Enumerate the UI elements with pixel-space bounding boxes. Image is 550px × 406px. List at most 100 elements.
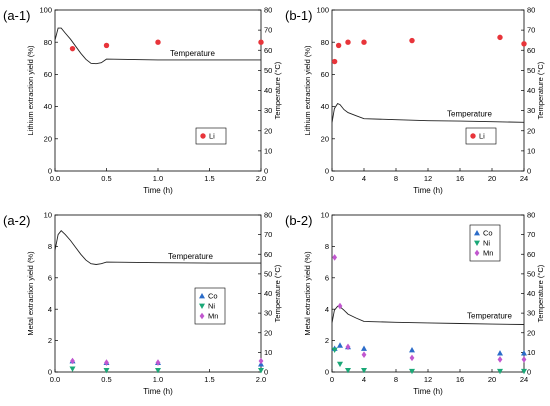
temperature-label: Temperature	[168, 252, 213, 261]
panel-label: (a-1)	[3, 8, 30, 23]
y2-tick-label: 30	[527, 309, 535, 318]
data-point-mn	[104, 359, 109, 366]
y2-tick-label: 10	[527, 146, 535, 155]
data-point-li	[103, 42, 110, 49]
y2-tick-label: 80	[264, 211, 272, 220]
y2-tick-label: 40	[264, 289, 272, 298]
data-point-li	[155, 39, 161, 45]
data-point-mn	[155, 359, 161, 366]
y-tick-label: 10	[44, 211, 52, 220]
temperature-line	[331, 305, 525, 325]
plot-frame	[54, 9, 262, 172]
data-point-ni	[345, 368, 351, 374]
legend-box	[469, 224, 501, 262]
chart-panel-1: (a-1)0.0 0.5 1.0 1.5 2.002040608010001020304…	[3, 6, 282, 195]
y2-tick-label: 80	[264, 6, 272, 15]
data-point-co	[361, 345, 367, 351]
y-tick-label: 4	[325, 305, 329, 314]
y2-tick-label: 0	[264, 167, 268, 176]
data-point-ni	[337, 361, 343, 368]
y2-axis-label: Temperature (°C)	[273, 264, 282, 322]
y2-tick-label: 60	[527, 250, 535, 259]
legend-marker-li	[200, 133, 206, 139]
x-tick-label: 4	[362, 375, 366, 384]
data-point-co	[497, 350, 503, 356]
chart-panel-3: (a-2)0.0 0.5 1.0 1.5 2.002468100102030405060…	[3, 211, 282, 396]
y2-tick-label: 60	[264, 46, 272, 55]
y2-tick-label: 50	[264, 66, 272, 75]
y-axis-label: Lithium extraction yield (%)	[26, 45, 35, 136]
panel-label: (b-2)	[285, 213, 312, 228]
y2-tick-label: 30	[264, 309, 272, 318]
data-point-li	[345, 39, 351, 45]
y-tick-label: 100	[39, 6, 52, 15]
data-point-ni	[361, 368, 367, 374]
x-tick-label: 16	[456, 375, 464, 384]
y-tick-label: 8	[325, 242, 329, 251]
y-tick-label: 2	[325, 336, 329, 345]
y2-tick-label: 80	[527, 211, 535, 220]
y2-tick-label: 20	[264, 126, 272, 135]
y2-tick-label: 20	[527, 328, 535, 337]
legend-marker-co	[199, 293, 205, 299]
temperature-label: Temperature	[467, 312, 512, 321]
y2-tick-label: 70	[527, 26, 535, 35]
y-tick-label: 4	[48, 305, 52, 314]
y-axis-label: Metal extraction yield (%)	[303, 251, 312, 336]
y2-tick-label: 60	[264, 250, 272, 259]
y-tick-label: 0	[48, 167, 52, 176]
legend-box	[194, 287, 226, 325]
y2-axis-label: Temperature (°C)	[273, 61, 282, 119]
x-axis-label: Time (h)	[143, 186, 173, 195]
y2-tick-label: 20	[264, 328, 272, 337]
data-point-mn	[409, 354, 415, 362]
y-tick-label: 10	[321, 211, 329, 220]
data-point-mn	[337, 302, 343, 310]
plot-frame	[331, 9, 525, 172]
legend-box	[465, 127, 497, 145]
y-tick-label: 60	[44, 70, 52, 79]
y2-tick-label: 50	[527, 66, 535, 75]
x-tick-label: 1.5	[204, 375, 214, 384]
data-point-ni	[155, 368, 161, 374]
y-tick-label: 100	[316, 6, 329, 15]
x-tick-label: 0.0	[50, 375, 60, 384]
data-point-mn	[70, 357, 75, 365]
y-tick-label: 20	[44, 134, 52, 143]
data-point-li	[331, 58, 338, 65]
temperature-line	[54, 230, 261, 265]
y2-tick-label: 50	[264, 269, 272, 278]
legend-marker-ni	[474, 240, 480, 246]
legend-marker-co	[474, 230, 480, 236]
y2-tick-label: 30	[264, 106, 272, 115]
x-tick-label: 20	[488, 174, 496, 183]
x-tick-label: 1.0	[153, 375, 163, 384]
x-tick-label: 4	[362, 174, 366, 183]
temperature-line	[54, 27, 261, 65]
data-point-mn	[332, 254, 338, 261]
legend-marker-mn	[199, 312, 205, 320]
panel-label: (b-1)	[285, 8, 312, 23]
x-tick-label: 0.5	[101, 375, 111, 384]
legend-marker-ni	[199, 303, 205, 309]
data-point-mn	[497, 356, 503, 363]
temperature-label: Temperature	[170, 49, 215, 58]
x-tick-label: 20	[488, 375, 496, 384]
x-tick-label: 24	[520, 375, 528, 384]
x-tick-label: 0.0	[50, 174, 60, 183]
y2-axis-label: Temperature (°C)	[536, 61, 545, 119]
y-tick-label: 60	[321, 70, 329, 79]
plot-frame	[54, 214, 262, 373]
y2-tick-label: 50	[527, 269, 535, 278]
y2-tick-label: 0	[264, 368, 268, 377]
x-axis-label: Time (h)	[413, 387, 443, 396]
x-tick-label: 0	[330, 174, 334, 183]
data-point-mn	[361, 351, 367, 359]
y-tick-label: 6	[325, 273, 329, 282]
x-tick-label: 8	[394, 375, 398, 384]
legend-label: Co	[208, 292, 218, 301]
data-point-mn	[521, 356, 527, 363]
x-tick-label: 2.0	[256, 375, 266, 384]
